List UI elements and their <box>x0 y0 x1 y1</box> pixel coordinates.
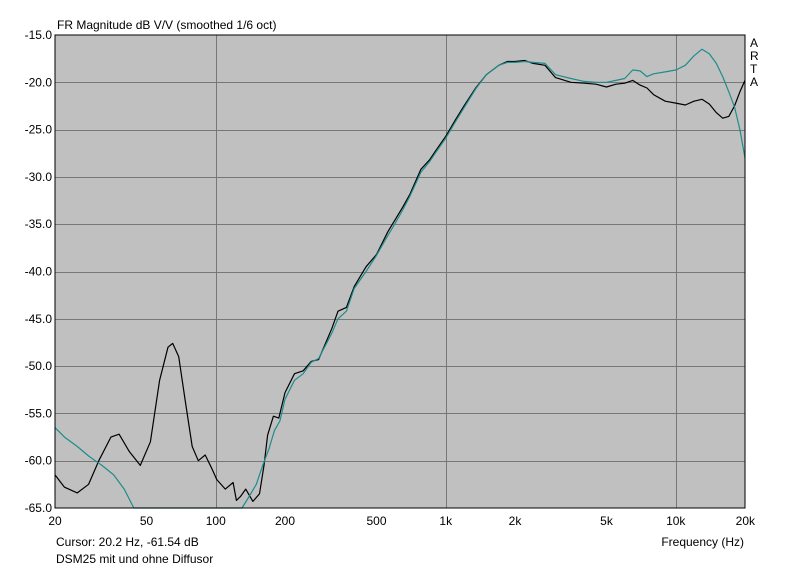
x-tick-label: 200 <box>275 514 295 528</box>
plot-border <box>54 34 746 509</box>
y-tick-label: -20.0 <box>25 75 53 89</box>
plot-area <box>54 34 746 509</box>
y-axis-tick-labels: -15.0 -20.0 -25.0 -30.0 -35.0 -40.0 -45.0 -50.0… <box>25 28 53 515</box>
y-tick-label: -15.0 <box>25 28 53 42</box>
y-tick-label: -40.0 <box>25 265 53 279</box>
x-tick-label: 5k <box>600 514 614 528</box>
y-tick-label: -35.0 <box>25 217 53 231</box>
x-tick-label: 1k <box>439 514 453 528</box>
x-tick-label: 20 <box>48 514 62 528</box>
x-tick-label: 50 <box>140 514 154 528</box>
x-axis-tick-labels: 20 50 100 200 500 1k 2k 5k 10k 20k <box>48 514 756 528</box>
x-tick-label: 10k <box>666 514 686 528</box>
x-axis-label: Frequency (Hz) <box>661 535 744 549</box>
y-tick-label: -50.0 <box>25 359 53 373</box>
y-tick-label: -25.0 <box>25 123 53 137</box>
series-lines <box>54 48 746 509</box>
series-line-2 <box>54 48 746 509</box>
x-tick-label: 500 <box>367 514 387 528</box>
y-tick-label: -45.0 <box>25 312 53 326</box>
chart-title: FR Magnitude dB V/V (smoothed 1/6 oct) <box>57 18 276 32</box>
y-tick-label: -30.0 <box>25 170 53 184</box>
side-label-letter: A <box>750 75 758 89</box>
x-tick-label: 2k <box>509 514 523 528</box>
series-line-1 <box>54 59 746 502</box>
grid-lines <box>55 35 745 508</box>
side-label-letter: R <box>750 49 759 63</box>
chart-caption: DSM25 mit und ohne Diffusor <box>56 552 213 566</box>
y-tick-label: -55.0 <box>25 406 53 420</box>
y-tick-label: -65.0 <box>25 501 53 515</box>
x-tick-label: 100 <box>206 514 226 528</box>
x-tick-label: 20k <box>736 514 756 528</box>
side-label-letter: T <box>750 62 758 76</box>
side-label-letter: A <box>750 36 758 50</box>
cursor-readout: Cursor: 20.2 Hz, -61.54 dB <box>56 535 199 549</box>
y-tick-label: -60.0 <box>25 454 53 468</box>
